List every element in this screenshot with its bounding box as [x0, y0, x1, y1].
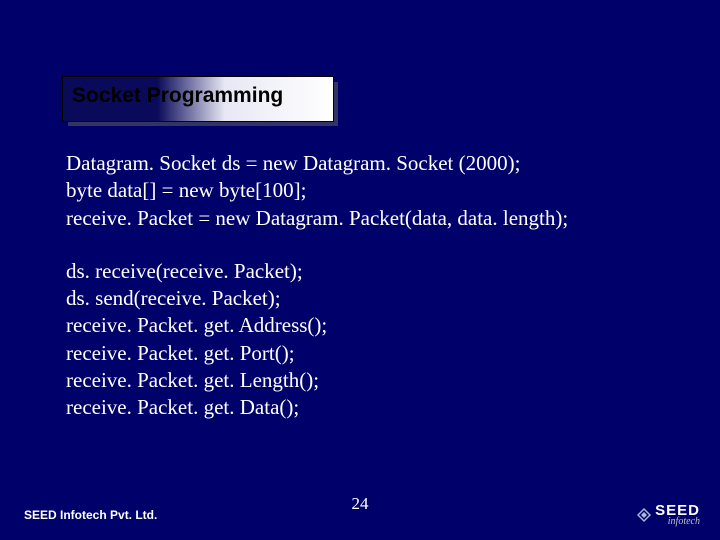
code-line: ds. send(receive. Packet); — [66, 285, 666, 312]
logo-name: SEED — [655, 504, 700, 518]
diamond-icon — [637, 508, 651, 522]
logo-text: SEED infotech — [655, 504, 700, 527]
code-line: receive. Packet = new Datagram. Packet(d… — [66, 205, 666, 232]
page-number: 24 — [0, 494, 720, 514]
code-line: ds. receive(receive. Packet); — [66, 258, 666, 285]
code-line: receive. Packet. get. Length(); — [66, 367, 666, 394]
code-line: receive. Packet. get. Data(); — [66, 394, 666, 421]
slide-body: Datagram. Socket ds = new Datagram. Sock… — [66, 150, 666, 422]
code-line: byte data[] = new byte[100]; — [66, 177, 666, 204]
code-line: Datagram. Socket ds = new Datagram. Sock… — [66, 150, 666, 177]
code-line: receive. Packet. get. Port(); — [66, 340, 666, 367]
code-block-1: Datagram. Socket ds = new Datagram. Sock… — [66, 150, 666, 232]
code-block-2: ds. receive(receive. Packet); ds. send(r… — [66, 258, 666, 422]
slide-title: Socket Programming — [72, 84, 283, 108]
seed-logo: SEED infotech — [637, 504, 700, 527]
code-line: receive. Packet. get. Address(); — [66, 312, 666, 339]
logo-subtitle: infotech — [655, 517, 700, 526]
